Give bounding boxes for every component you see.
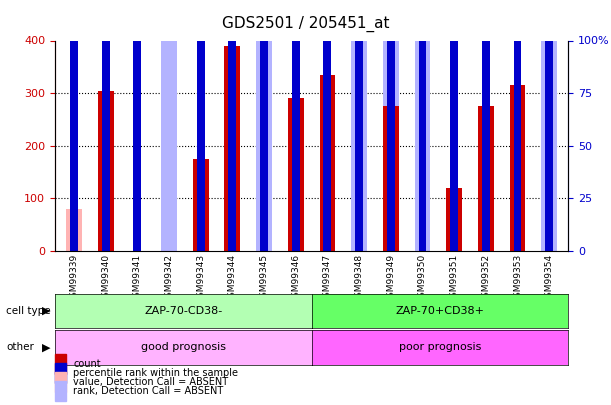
Bar xyxy=(197,0,205,251)
Text: ▶: ▶ xyxy=(42,342,50,352)
Bar xyxy=(98,91,114,251)
Text: value, Detection Call = ABSENT: value, Detection Call = ABSENT xyxy=(73,377,229,387)
Bar xyxy=(415,155,430,251)
Bar xyxy=(323,0,331,251)
Bar xyxy=(510,85,525,251)
Bar xyxy=(514,0,522,251)
Bar xyxy=(351,114,367,251)
Bar xyxy=(355,0,363,251)
Bar xyxy=(383,107,399,251)
Bar xyxy=(260,0,268,251)
Text: good prognosis: good prognosis xyxy=(141,342,226,352)
Bar xyxy=(541,72,557,251)
Bar xyxy=(541,0,557,251)
Bar xyxy=(256,0,272,251)
FancyBboxPatch shape xyxy=(55,363,66,383)
Bar xyxy=(256,133,272,251)
Bar xyxy=(224,46,240,251)
FancyBboxPatch shape xyxy=(55,382,66,401)
Bar xyxy=(419,0,426,251)
FancyBboxPatch shape xyxy=(55,354,66,374)
Bar xyxy=(98,96,114,251)
Bar xyxy=(351,0,367,251)
Text: percentile rank within the sample: percentile rank within the sample xyxy=(73,368,238,378)
Bar xyxy=(292,0,300,251)
Bar xyxy=(387,0,395,251)
Bar xyxy=(320,75,335,251)
FancyBboxPatch shape xyxy=(55,372,66,392)
Bar xyxy=(478,107,494,251)
Bar xyxy=(383,0,399,251)
Text: ▶: ▶ xyxy=(42,306,50,316)
Text: GDS2501 / 205451_at: GDS2501 / 205451_at xyxy=(222,16,389,32)
Bar xyxy=(133,0,141,251)
Bar xyxy=(70,40,78,251)
Bar xyxy=(66,209,82,251)
Text: ZAP-70+CD38+: ZAP-70+CD38+ xyxy=(395,306,485,316)
Bar xyxy=(161,0,177,251)
Bar xyxy=(450,0,458,251)
Text: other: other xyxy=(6,342,34,352)
Text: count: count xyxy=(73,359,101,369)
Bar xyxy=(288,98,304,251)
Bar xyxy=(193,159,208,251)
Bar xyxy=(446,188,462,251)
Bar xyxy=(545,0,553,251)
Bar xyxy=(482,0,490,251)
Bar xyxy=(229,0,236,251)
Bar xyxy=(415,0,430,251)
Text: rank, Detection Call = ABSENT: rank, Detection Call = ABSENT xyxy=(73,386,224,396)
Text: poor prognosis: poor prognosis xyxy=(399,342,481,352)
Text: cell type: cell type xyxy=(6,306,51,316)
Bar xyxy=(101,0,109,251)
Bar xyxy=(161,169,177,251)
Text: ZAP-70-CD38-: ZAP-70-CD38- xyxy=(144,306,222,316)
